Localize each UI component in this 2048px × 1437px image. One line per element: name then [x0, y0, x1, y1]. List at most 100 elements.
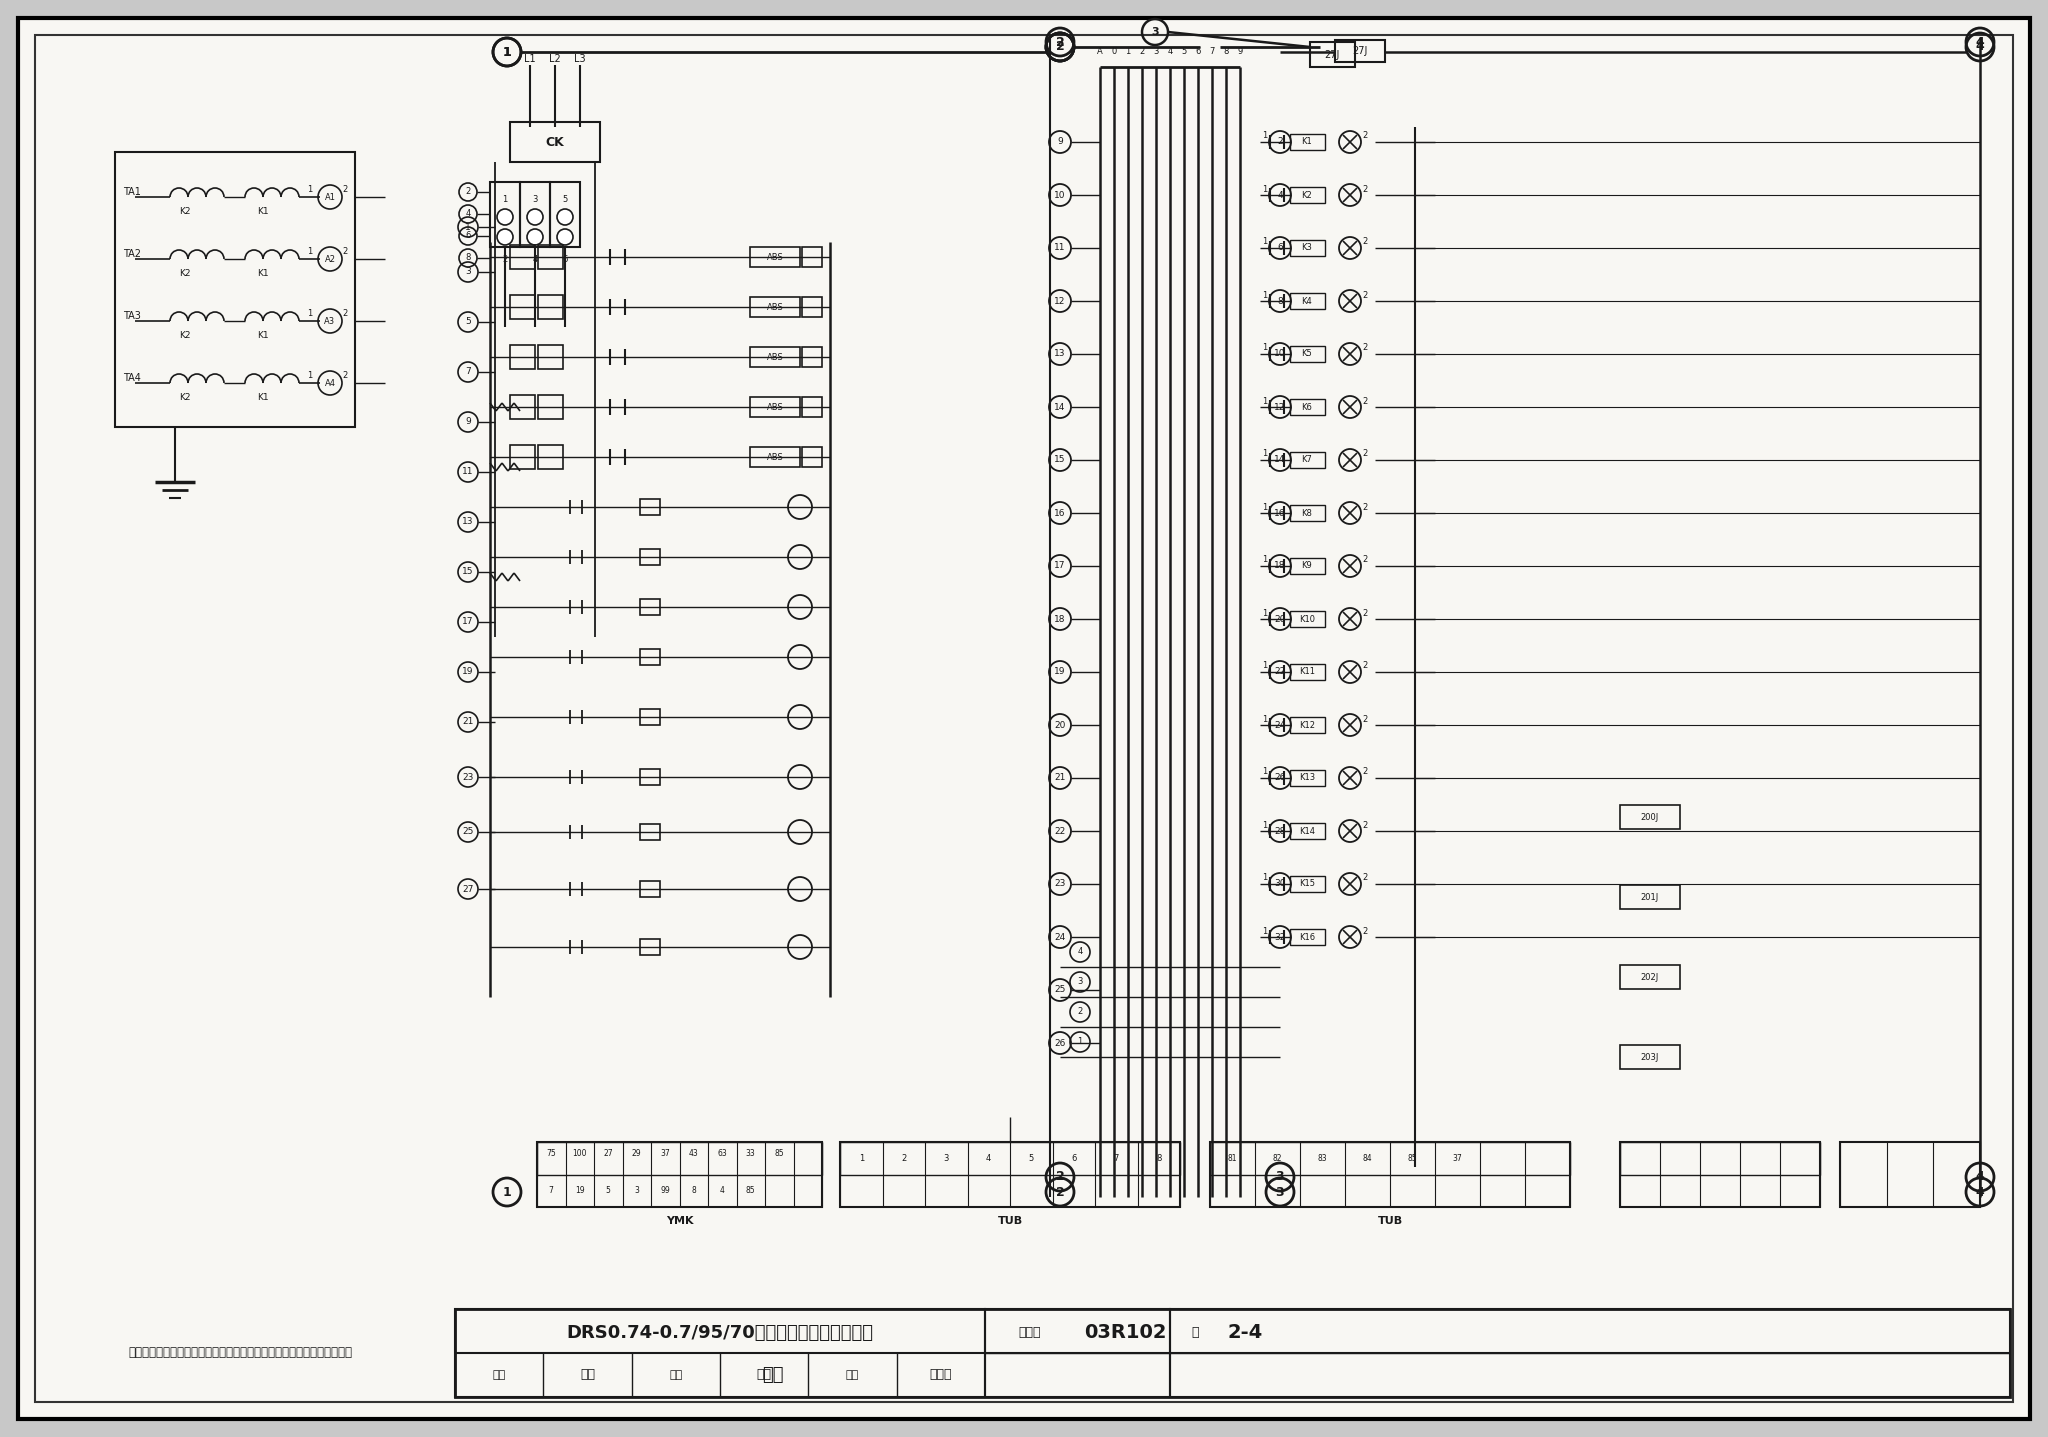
Bar — [1290, 928, 1325, 946]
Text: A1: A1 — [324, 193, 336, 201]
Text: 重茹: 重茹 — [762, 1367, 784, 1384]
Text: 2: 2 — [901, 1154, 907, 1163]
Text: 63: 63 — [717, 1150, 727, 1158]
Text: 1: 1 — [502, 46, 512, 59]
Text: 19: 19 — [575, 1187, 584, 1196]
Text: 5: 5 — [465, 318, 471, 326]
Text: 1: 1 — [307, 184, 313, 194]
Text: A2: A2 — [324, 254, 336, 263]
Text: 2: 2 — [342, 184, 348, 194]
Text: 81: 81 — [1227, 1154, 1237, 1163]
Bar — [1210, 1142, 1571, 1207]
Text: 1: 1 — [1077, 1038, 1083, 1046]
Bar — [520, 182, 551, 247]
Text: 2: 2 — [1362, 450, 1368, 458]
Text: 2: 2 — [1362, 343, 1368, 352]
Text: 1: 1 — [1262, 608, 1268, 618]
Text: 2: 2 — [1077, 1007, 1083, 1016]
Text: ABS: ABS — [766, 303, 784, 312]
Text: 26: 26 — [1274, 773, 1286, 783]
Text: 2-4: 2-4 — [1227, 1323, 1264, 1342]
Text: 4: 4 — [1167, 47, 1174, 56]
Text: 19: 19 — [463, 668, 473, 677]
Bar — [639, 769, 659, 785]
Text: 202J: 202J — [1640, 973, 1659, 981]
Text: 21: 21 — [463, 717, 473, 727]
Text: ABS: ABS — [766, 402, 784, 411]
Text: 4: 4 — [1976, 1171, 1985, 1184]
Text: 2: 2 — [502, 254, 508, 263]
Text: TUB: TUB — [1378, 1216, 1403, 1226]
Text: 1: 1 — [1262, 556, 1268, 565]
Text: 8: 8 — [465, 253, 471, 263]
Text: 1: 1 — [502, 194, 508, 204]
Bar — [489, 182, 520, 247]
Text: TA4: TA4 — [123, 374, 141, 384]
Bar — [639, 599, 659, 615]
Text: 1: 1 — [1262, 821, 1268, 829]
Text: 4: 4 — [1278, 191, 1282, 200]
Text: K1: K1 — [1303, 138, 1313, 147]
Text: 2: 2 — [1055, 1171, 1065, 1184]
Bar — [639, 938, 659, 956]
Text: 7: 7 — [465, 368, 471, 376]
Text: K1: K1 — [258, 394, 268, 402]
Text: K5: K5 — [1303, 349, 1313, 358]
Bar — [639, 823, 659, 841]
Text: 3: 3 — [465, 267, 471, 276]
Text: 99: 99 — [659, 1187, 670, 1196]
Text: 43: 43 — [688, 1150, 698, 1158]
Text: YMK: YMK — [666, 1216, 694, 1226]
Text: 7: 7 — [549, 1187, 553, 1196]
Text: 84: 84 — [1362, 1154, 1372, 1163]
Text: 16: 16 — [1274, 509, 1286, 517]
Text: 谭晓杰: 谭晓杰 — [930, 1368, 952, 1381]
Text: 3: 3 — [635, 1187, 639, 1196]
Text: 37: 37 — [1452, 1154, 1462, 1163]
Text: ABS: ABS — [766, 352, 784, 362]
Text: 4: 4 — [465, 210, 471, 218]
Text: 2: 2 — [1362, 184, 1368, 194]
Bar — [1290, 240, 1325, 256]
Bar — [803, 447, 821, 467]
Text: 22: 22 — [1274, 668, 1286, 677]
Text: K1: K1 — [258, 207, 268, 217]
Bar — [1290, 717, 1325, 733]
Text: 20: 20 — [1055, 720, 1065, 730]
Text: DRS0.74-0.7/95/70电热热水锅炉电气原理图: DRS0.74-0.7/95/70电热热水锅炉电气原理图 — [567, 1323, 874, 1342]
Bar — [803, 297, 821, 318]
Bar — [1620, 885, 1679, 910]
Text: 2: 2 — [1362, 132, 1368, 141]
Text: 1: 1 — [1262, 927, 1268, 935]
Text: TA1: TA1 — [123, 187, 141, 197]
Bar — [639, 708, 659, 726]
Text: 17: 17 — [463, 618, 473, 627]
Text: K4: K4 — [1303, 296, 1313, 306]
Text: 18: 18 — [1055, 615, 1065, 624]
Bar — [1210, 1142, 1571, 1174]
Text: 4: 4 — [1976, 36, 1985, 49]
Bar — [455, 1309, 2009, 1397]
Bar — [1290, 877, 1325, 892]
Text: 6: 6 — [1278, 243, 1282, 253]
Bar — [1290, 399, 1325, 415]
Text: 2: 2 — [1139, 47, 1145, 56]
Text: 5: 5 — [1182, 47, 1186, 56]
Bar — [1290, 664, 1325, 680]
Text: 2: 2 — [1362, 927, 1368, 935]
Text: 审核: 审核 — [492, 1369, 506, 1380]
Text: K2: K2 — [180, 394, 190, 402]
Text: 1: 1 — [502, 46, 512, 59]
Text: 10: 10 — [1055, 191, 1065, 200]
Text: 33: 33 — [745, 1150, 756, 1158]
Bar — [1290, 187, 1325, 203]
Bar — [455, 1309, 985, 1397]
Bar — [750, 447, 801, 467]
Text: ABS: ABS — [766, 453, 784, 461]
Bar — [115, 152, 354, 427]
Text: 1: 1 — [1262, 661, 1268, 671]
Text: 注：本图根据北京凯达桑泰电热设备有限责任公司产品的技术资料编制。: 注：本图根据北京凯达桑泰电热设备有限责任公司产品的技术资料编制。 — [127, 1346, 352, 1359]
Text: L3: L3 — [573, 55, 586, 65]
Text: 75: 75 — [547, 1150, 557, 1158]
Bar — [803, 346, 821, 366]
